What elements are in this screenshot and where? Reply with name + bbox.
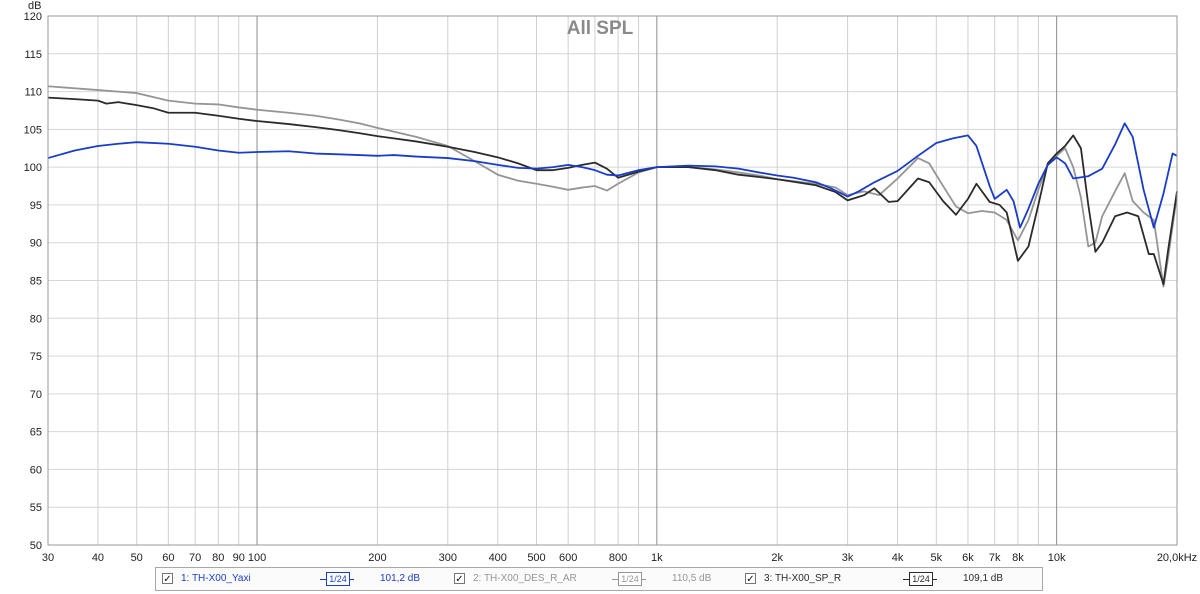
plot-frame [47, 15, 1178, 546]
series-layer[interactable] [47, 85, 1178, 288]
x-tick-label: 10k [1048, 552, 1066, 564]
x-tick-label: 8k [1012, 552, 1024, 564]
x-tick-label: 200 [368, 552, 386, 564]
legend-value-1: 101,2 dB [380, 573, 421, 584]
y-tick-label: 70 [30, 389, 42, 401]
x-tick-label: 600 [559, 552, 577, 564]
series-line-3[interactable] [47, 96, 1178, 286]
y-tick-label: 60 [30, 464, 42, 476]
x-tick-label: 3k [842, 552, 854, 564]
x-tick-label: 1k [651, 552, 663, 564]
legend-label-1: 1: TH-X00_Yaxi [181, 573, 251, 584]
y-tick-label: 50 [30, 540, 42, 552]
axes: 50 55 60 65 70 75 80 85 90 95 100 105 110 115 120 30 40 5… [24, 11, 1198, 564]
x-tick-label: 500 [527, 552, 545, 564]
x-tick-label: 300 [439, 552, 457, 564]
x-tick-label: 60 [162, 552, 174, 564]
legend-value-2: 110,5 dB [672, 573, 712, 584]
smoothing-icon-2[interactable]: 1/24 [612, 572, 646, 586]
y-axis-unit: dB [28, 0, 41, 12]
y-tick-label: 120 [24, 11, 42, 23]
legend-value-3: 109,1 dB [963, 573, 1004, 584]
x-tick-label: 6k [962, 552, 974, 564]
x-tick-label: 7k [989, 552, 1001, 564]
x-tick-label: 400 [489, 552, 507, 564]
legend-checkbox-1[interactable]: ✓ [162, 573, 173, 585]
y-tick-label: 115 [24, 49, 42, 61]
y-tick-label: 110 [24, 87, 42, 99]
y-tick-label: 90 [30, 238, 42, 250]
x-tick-label: 50 [131, 552, 143, 564]
x-tick-label: 100 [248, 552, 266, 564]
series-line-1[interactable] [47, 122, 1178, 229]
x-tick-label: 70 [189, 552, 201, 564]
smoothing-icon-1[interactable]: 1/24 [320, 572, 354, 586]
y-tick-label: 85 [30, 276, 42, 288]
y-tick-label: 80 [30, 313, 42, 325]
x-tick-label: 30 [42, 552, 54, 564]
x-tick-label: 80 [212, 552, 224, 564]
legend-label-2: 2: TH-X00_DES_R_AR [473, 573, 577, 584]
y-tick-label: 75 [30, 351, 42, 363]
x-tick-label: 2k [771, 552, 783, 564]
smoothing-icon-3[interactable]: 1/24 [903, 572, 937, 586]
y-tick-label: 105 [24, 124, 42, 136]
x-tick-label: 40 [92, 552, 104, 564]
legend-bar: ✓ 1: TH-X00_Yaxi 1/24 101,2 dB ✓ 2: TH-X… [155, 567, 1043, 591]
grid [47, 15, 1178, 546]
y-tick-label: 95 [30, 200, 42, 212]
y-tick-label: 65 [30, 427, 42, 439]
legend-checkbox-3[interactable]: ✓ [745, 573, 756, 585]
legend-checkbox-2[interactable]: ✓ [454, 573, 465, 585]
chart-title: All SPL [567, 18, 634, 39]
y-tick-label: 100 [24, 162, 42, 174]
x-tick-label: 5k [930, 552, 942, 564]
x-tick-label: 4k [892, 552, 904, 564]
legend-label-3: 3: TH-X00_SP_R [764, 573, 842, 584]
x-tick-label: 800 [609, 552, 627, 564]
series-line-2[interactable] [47, 85, 1178, 288]
x-tick-label: 90 [233, 552, 245, 564]
y-tick-label: 55 [30, 502, 42, 514]
x-tick-label: 20,0kHz [1157, 552, 1197, 564]
